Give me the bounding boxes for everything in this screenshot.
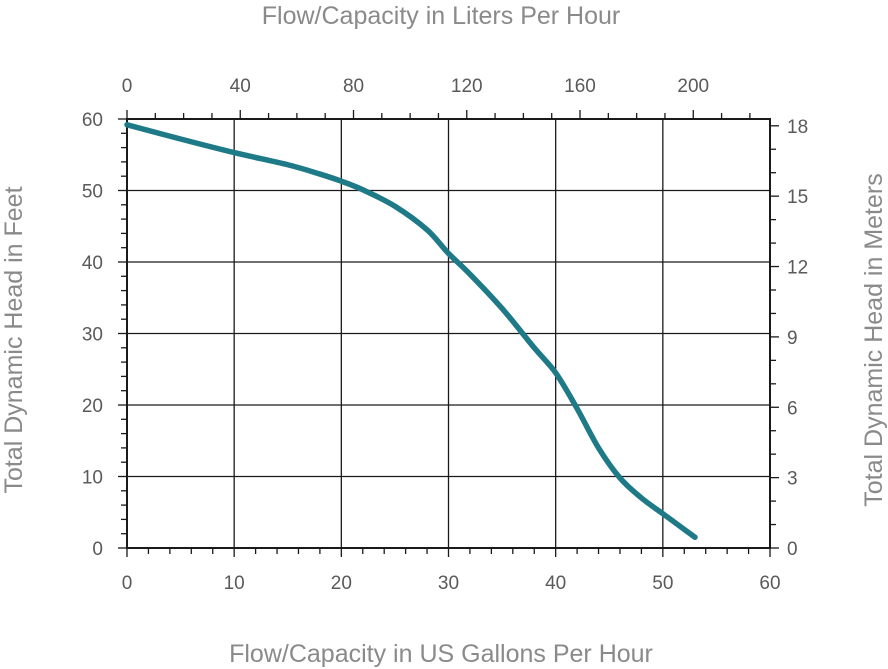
y-left-tick-label: 40 xyxy=(82,253,103,274)
plot-frame xyxy=(126,118,771,549)
x-bottom-tick-label: 60 xyxy=(759,573,780,594)
x-top-tick-label: 80 xyxy=(343,76,364,97)
x-top-tick-label: 120 xyxy=(451,76,483,97)
x-bottom-tick-label: 20 xyxy=(331,573,352,594)
y-right-tick-label: 9 xyxy=(787,328,798,349)
y-right-tick-label: 6 xyxy=(787,398,798,419)
y-left-tick-label: 0 xyxy=(92,539,103,560)
grid-layer xyxy=(127,119,770,548)
x-top-axis-title: Flow/Capacity in Liters Per Hour xyxy=(262,2,620,30)
x-bottom-tick-label: 30 xyxy=(438,573,459,594)
series-layer xyxy=(124,121,698,541)
y-right-tick-label: 15 xyxy=(787,187,808,208)
y-left-tick-label: 50 xyxy=(82,182,103,203)
x-top-tick-label: 160 xyxy=(564,76,596,97)
x-bottom-tick-label: 0 xyxy=(122,573,133,594)
x-top-tick-label: 40 xyxy=(230,76,251,97)
performance-curve-line xyxy=(124,121,698,541)
y-left-tick-label: 20 xyxy=(82,396,103,417)
x-top-tick-label: 0 xyxy=(122,76,133,97)
y-right-tick-label: 0 xyxy=(787,539,798,560)
x-bottom-tick-label: 10 xyxy=(224,573,245,594)
x-bottom-tick-label: 40 xyxy=(545,573,566,594)
y-right-tick-label: 3 xyxy=(787,469,798,490)
y-left-tick-label: 10 xyxy=(82,468,103,489)
y-right-tick-label: 12 xyxy=(787,258,808,279)
y-left-axis-title: Total Dynamic Head in Feet xyxy=(0,186,28,493)
y-right-axis-title: Total Dynamic Head in Meters xyxy=(860,173,888,506)
x-bottom-tick-label: 50 xyxy=(652,573,673,594)
y-left-tick-label: 30 xyxy=(82,325,103,346)
x-bottom-axis-title: Flow/Capacity in US Gallons Per Hour xyxy=(229,640,653,668)
y-right-tick-label: 18 xyxy=(787,117,808,138)
y-left-tick-label: 60 xyxy=(82,110,103,131)
x-top-tick-label: 200 xyxy=(677,76,709,97)
